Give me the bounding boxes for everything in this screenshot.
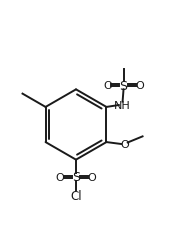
Text: Cl: Cl — [70, 190, 82, 202]
Text: O: O — [103, 81, 112, 91]
Text: S: S — [72, 170, 80, 183]
Text: S: S — [120, 79, 127, 92]
Text: O: O — [135, 81, 144, 91]
Text: O: O — [88, 172, 97, 182]
Text: NH: NH — [114, 100, 131, 110]
Text: O: O — [55, 172, 64, 182]
Text: O: O — [120, 140, 129, 149]
